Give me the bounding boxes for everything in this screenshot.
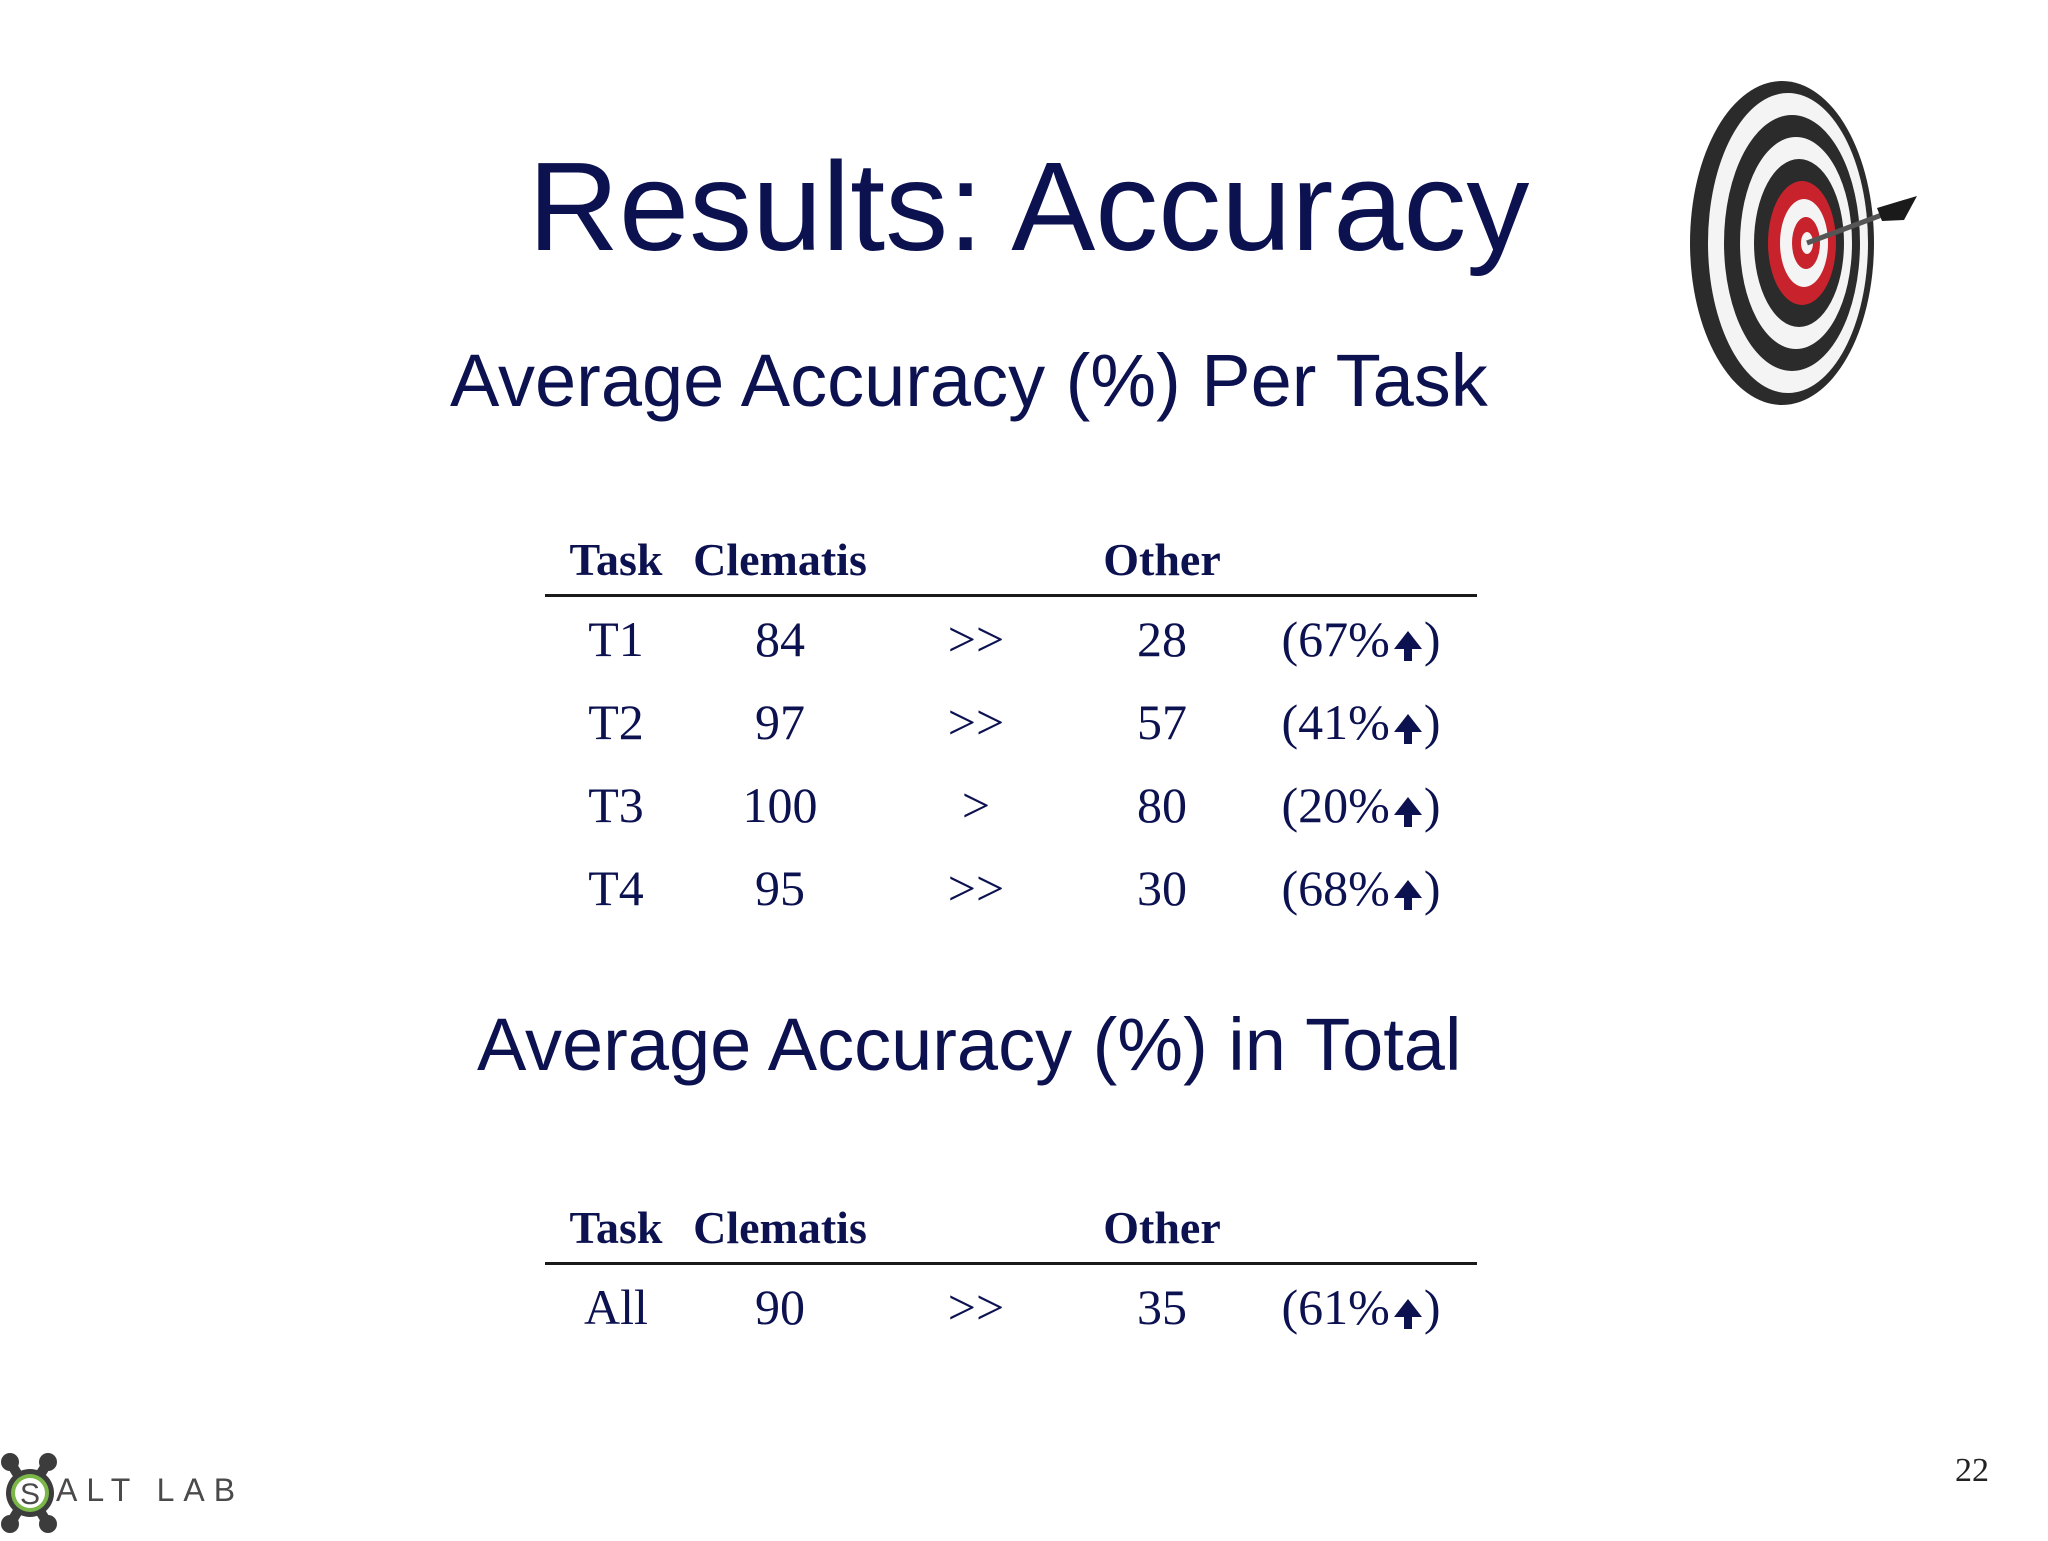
- clematis-cell: 97: [755, 693, 805, 750]
- improvement-close: ): [1423, 610, 1441, 667]
- improvement-close: ): [1423, 1278, 1441, 1335]
- improvement-close: ): [1423, 693, 1441, 750]
- arrow-up-icon: [1393, 880, 1422, 911]
- other-cell: 30: [1137, 859, 1187, 916]
- comparison-cell: >>: [947, 1278, 1005, 1335]
- clematis-cell: 90: [755, 1278, 805, 1335]
- arrow-up-icon: [1393, 631, 1422, 662]
- total-table: Task Clematis Other All 90 >> 35 (61%): [545, 1180, 1477, 1348]
- improvement-cell: (41%): [1245, 680, 1477, 763]
- table-row: All 90 >> 35 (61%): [545, 1264, 1477, 1349]
- arrow-up-icon: [1393, 797, 1422, 828]
- per-task-table: Task Clematis Other T1 84 >> 28 (67%) T2…: [545, 512, 1477, 929]
- column-header-clematis: Clematis: [687, 512, 873, 597]
- other-cell: 35: [1137, 1278, 1187, 1335]
- arrow-up-icon: [1393, 714, 1422, 745]
- column-header-other: Other: [1079, 512, 1245, 597]
- total-heading: Average Accuracy (%) in Total: [477, 1003, 1462, 1086]
- comparison-cell: >: [961, 776, 991, 833]
- improvement-cell: (61%): [1245, 1264, 1477, 1349]
- logo-text: ALT LAB: [56, 1472, 245, 1508]
- improvement-close: ): [1423, 776, 1441, 833]
- table-row: T4 95 >> 30 (68%): [545, 846, 1477, 929]
- clematis-cell: 100: [742, 776, 818, 833]
- clematis-cell: 84: [755, 610, 805, 667]
- task-cell: T1: [588, 610, 644, 667]
- column-header-clematis: Clematis: [687, 1180, 873, 1265]
- other-cell: 80: [1137, 776, 1187, 833]
- comparison-cell: >>: [947, 859, 1005, 916]
- other-cell: 57: [1137, 693, 1187, 750]
- table-row: T3 100 > 80 (20%): [545, 763, 1477, 846]
- logo-mark-icon: S: [1, 1453, 57, 1533]
- clematis-cell: 95: [755, 859, 805, 916]
- column-header-improvement: [1245, 1180, 1477, 1265]
- table-row: T2 97 >> 57 (41%): [545, 680, 1477, 763]
- improvement-cell: (20%): [1245, 763, 1477, 846]
- column-header-improvement: [1245, 512, 1477, 597]
- task-cell: All: [584, 1278, 648, 1335]
- improvement-value: (67%: [1281, 610, 1390, 667]
- table-header-row: Task Clematis Other: [545, 512, 1477, 597]
- arrow-up-icon: [1393, 1299, 1422, 1330]
- task-cell: T2: [588, 693, 644, 750]
- per-task-heading: Average Accuracy (%) Per Task: [450, 339, 1488, 422]
- column-header-task: Task: [545, 512, 687, 597]
- column-header-other: Other: [1079, 1180, 1245, 1265]
- improvement-cell: (67%): [1245, 596, 1477, 681]
- improvement-value: (20%: [1281, 776, 1390, 833]
- task-cell: T4: [588, 859, 644, 916]
- other-cell: 28: [1137, 610, 1187, 667]
- improvement-value: (41%: [1281, 693, 1390, 750]
- column-header-comparison: [873, 512, 1079, 597]
- target-dart-icon: [1690, 81, 1917, 405]
- comparison-cell: >>: [947, 610, 1005, 667]
- table-header-row: Task Clematis Other: [545, 1180, 1477, 1265]
- salt-lab-logo: S ALT LAB: [0, 1448, 260, 1536]
- improvement-value: (68%: [1281, 859, 1390, 916]
- improvement-cell: (68%): [1245, 846, 1477, 929]
- svg-text:S: S: [20, 1478, 40, 1511]
- table-row: T1 84 >> 28 (67%): [545, 596, 1477, 681]
- column-header-comparison: [873, 1180, 1079, 1265]
- column-header-task: Task: [545, 1180, 687, 1265]
- improvement-close: ): [1423, 859, 1441, 916]
- page-number: 22: [1955, 1452, 1989, 1489]
- slide-title: Results: Accuracy: [528, 136, 1530, 277]
- comparison-cell: >>: [947, 693, 1005, 750]
- task-cell: T3: [588, 776, 644, 833]
- improvement-value: (61%: [1281, 1278, 1390, 1335]
